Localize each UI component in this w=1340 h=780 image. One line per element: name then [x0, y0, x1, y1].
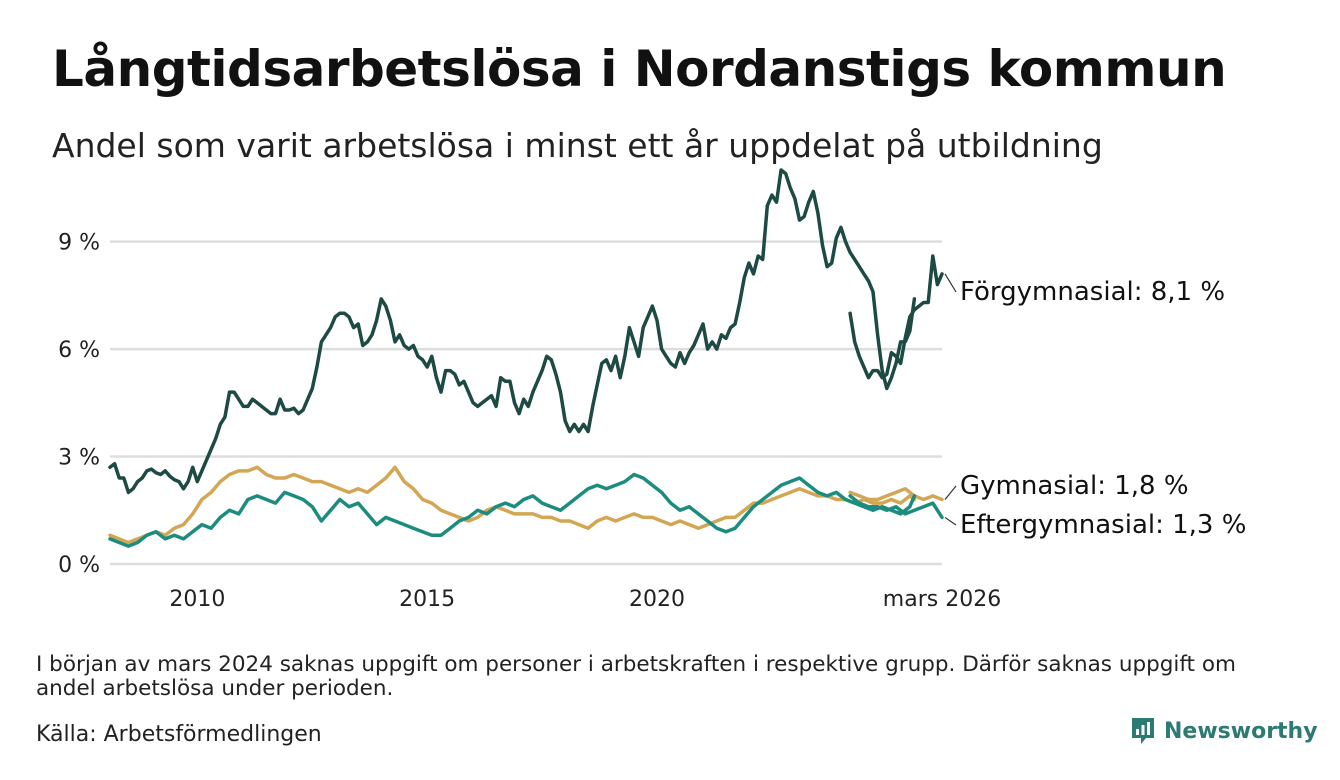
series-line-gymnasial [108, 465, 944, 545]
x-tick-label: 2020 [629, 587, 685, 612]
series-label-förgymnasial: Förgymnasial: 8,1 % [960, 277, 1225, 307]
series-label-gymnasial: Gymnasial: 1,8 % [960, 471, 1189, 501]
series-line-förgymnasial [108, 168, 944, 495]
newsworthy-logo-icon [1132, 718, 1154, 744]
y-tick-label: 3 % [58, 446, 100, 471]
y-tick-label: 9 % [58, 231, 100, 256]
label-leader-line [944, 485, 957, 500]
chart-title: Långtidsarbetslösa i Nordanstigs kommun [52, 40, 1227, 98]
x-tick-label: 2015 [399, 587, 455, 612]
footnote: I början av mars 2024 saknas uppgift om … [36, 652, 1236, 701]
line-chart: 0 % 3 % 6 % 9 % 2010 2015 2020 mars 2026 Förgy… [58, 168, 1246, 612]
grid-lines [110, 240, 942, 566]
y-tick-label: 6 % [58, 338, 100, 363]
chart-subtitle: Andel som varit arbetslösa i minst ett å… [52, 126, 1103, 165]
label-leader-line [944, 273, 957, 293]
series-line-eftergymnasial [108, 472, 944, 548]
brand-name: Newsworthy [1164, 718, 1318, 744]
label-leader-line [944, 516, 957, 526]
x-tick-label: 2010 [169, 587, 225, 612]
y-axis-ticks: 0 % 3 % 6 % 9 % [58, 231, 100, 578]
source-note: Källa: Arbetsförmedlingen [36, 722, 322, 747]
series-lines [108, 168, 944, 548]
x-axis-ticks: 2010 2015 2020 mars 2026 [169, 587, 1001, 612]
series-labels: Förgymnasial: 8,1 % Gymnasial: 1,8 % Efter… [944, 273, 1246, 540]
x-tick-label: mars 2026 [883, 587, 1001, 612]
series-label-eftergymnasial: Eftergymnasial: 1,3 % [960, 510, 1246, 540]
brand-logo[interactable]: Newsworthy [1130, 716, 1318, 746]
y-tick-label: 0 % [58, 553, 100, 578]
